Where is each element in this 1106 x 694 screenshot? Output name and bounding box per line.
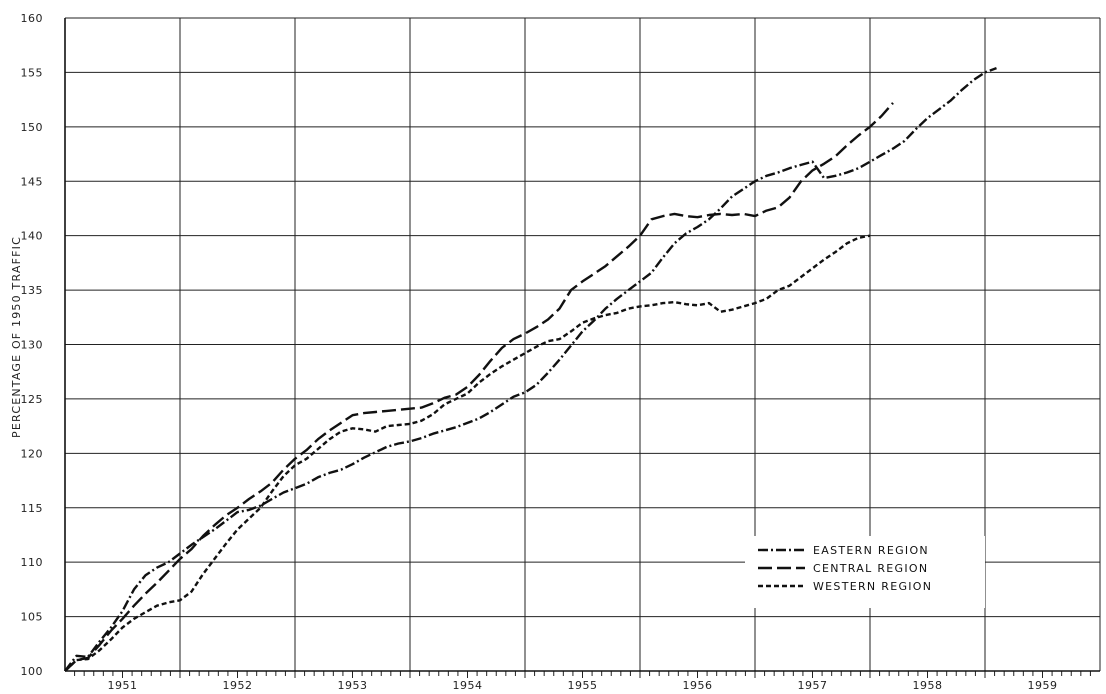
- y-tick-label: 150: [21, 121, 44, 134]
- central-region-line: [64, 102, 894, 672]
- y-tick-label: 130: [21, 339, 44, 352]
- legend-box: [745, 536, 985, 608]
- y-tick-label: 110: [21, 556, 44, 569]
- y-tick-label: 115: [21, 502, 44, 515]
- y-axis-label: PERCENTAGE OF 1950 TRAFFIC: [10, 236, 23, 438]
- x-tick-label: 1959: [1028, 679, 1058, 692]
- y-tick-label: 155: [21, 66, 44, 79]
- eastern-region-line: [64, 66, 997, 672]
- y-tick-label: 160: [21, 12, 44, 25]
- x-tick-label: 1952: [223, 679, 253, 692]
- x-tick-label: 1953: [338, 679, 368, 692]
- y-tick-label: 140: [21, 230, 44, 243]
- y-tick-label: 125: [21, 393, 44, 406]
- y-tick-label: 145: [21, 175, 44, 188]
- x-tick-label: 1955: [568, 679, 598, 692]
- y-tick-label: 120: [21, 447, 44, 460]
- eastern-region-legend-label: EASTERN REGION: [813, 544, 929, 557]
- western-region-legend-label: WESTERN REGION: [813, 580, 932, 593]
- series-layer: [64, 66, 997, 672]
- x-tick-label: 1958: [913, 679, 943, 692]
- central-region-legend-label: CENTRAL REGION: [813, 562, 928, 575]
- x-tick-label: 1954: [453, 679, 483, 692]
- x-tick-label: 1957: [798, 679, 828, 692]
- legend: EASTERN REGION CENTRAL REGION WESTERN REGI…: [745, 536, 985, 608]
- x-tick-label: 1956: [683, 679, 713, 692]
- axes: 100 105 110 115 120 125 130 135 140 145 150 155 160 1…: [21, 12, 1100, 692]
- y-tick-label: 100: [21, 665, 44, 678]
- y-tick-label: 105: [21, 611, 44, 624]
- y-tick-label: 135: [21, 284, 44, 297]
- x-tick-label: 1951: [108, 679, 138, 692]
